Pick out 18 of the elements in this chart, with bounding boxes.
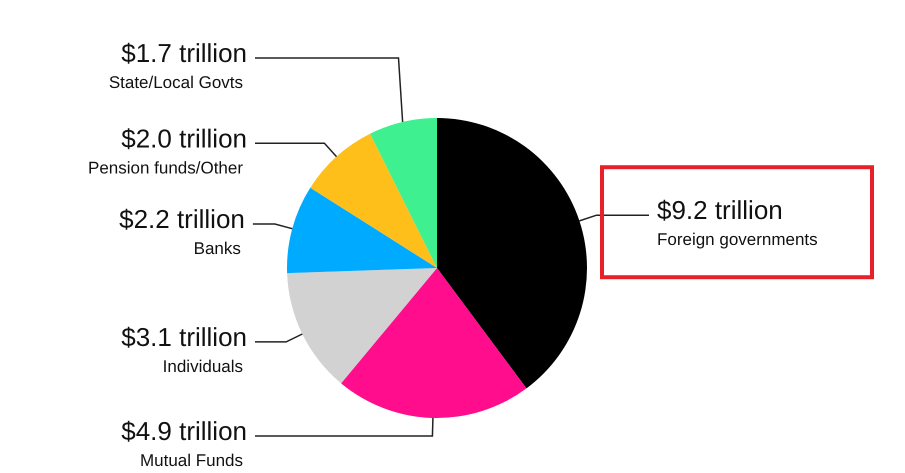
slice-label: Pension funds/Other [88, 158, 244, 178]
data-label: $2.0 trillion [121, 123, 247, 154]
pie-slice [437, 118, 587, 388]
pie-slice [370, 118, 437, 268]
slice-label: Banks [194, 238, 241, 258]
slice-label: State/Local Govts [108, 73, 243, 92]
pie-slice [287, 268, 437, 384]
data-label: $2.2 trillion [119, 204, 245, 234]
data-label: $9.2 trillion [657, 195, 783, 226]
data-label: $1.7 trillion [121, 38, 247, 68]
pie-slice [287, 188, 437, 274]
data-label: $4.9 trillion [121, 416, 247, 446]
pie-slice [341, 268, 526, 418]
pie-slice [310, 134, 437, 268]
slice-label: Individuals [162, 356, 243, 376]
slice-label: Mutual Funds [140, 450, 243, 470]
slice-label: Foreign governments [657, 230, 818, 250]
data-label: $3.1 trillion [121, 322, 247, 352]
